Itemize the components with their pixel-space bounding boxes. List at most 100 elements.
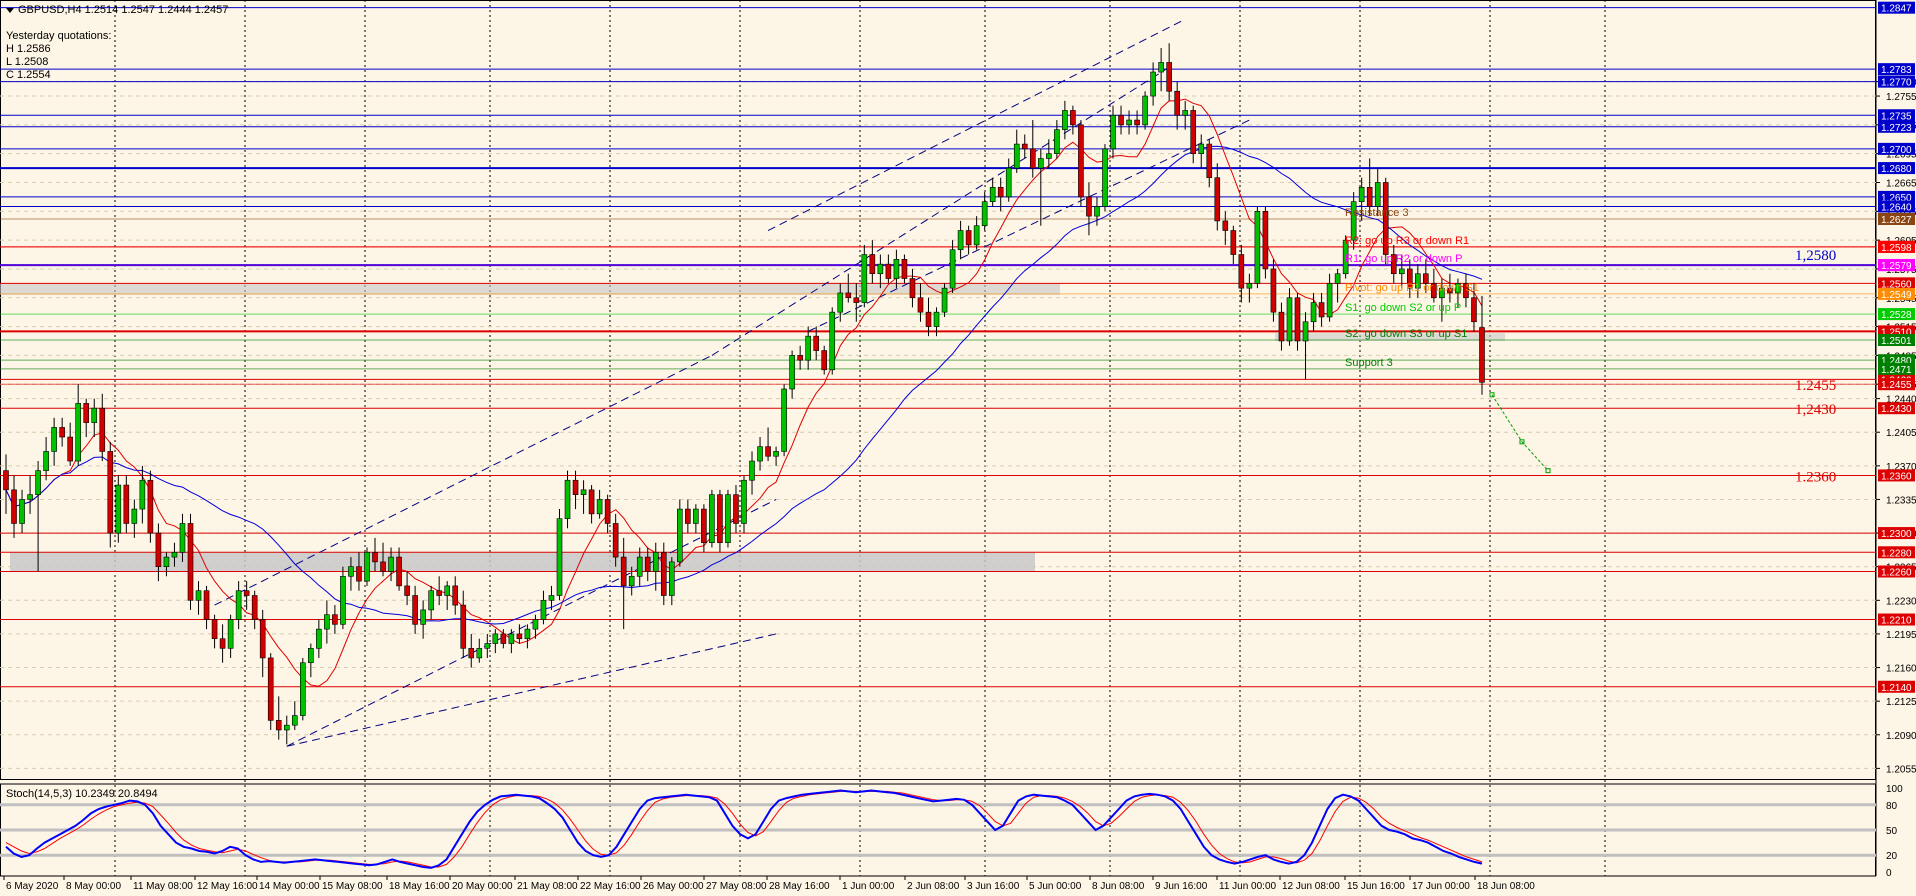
bear-candle-body — [1463, 283, 1469, 299]
candle — [1254, 206, 1261, 289]
price-axis: 1.27701.27551.27251.26951.26651.26351.26… — [1876, 1, 1916, 775]
price-tag — [1878, 527, 1915, 540]
price-tag — [1878, 1, 1915, 14]
axis-tick-label: 1.2695 — [1886, 150, 1916, 161]
axis-tick-label: 1.2090 — [1886, 731, 1916, 742]
candle — [1021, 134, 1028, 159]
pivot-label: Support 3 — [1345, 357, 1393, 369]
projection-line — [1491, 394, 1549, 471]
bull-candle-body — [1334, 273, 1341, 284]
bear-candle-body — [267, 657, 274, 721]
price-tag-label: 1.2680 — [1881, 164, 1912, 175]
candle — [564, 470, 571, 529]
candle — [123, 475, 130, 534]
candle — [91, 398, 98, 438]
bull-candle-body — [340, 575, 346, 625]
candle — [203, 585, 210, 630]
candle — [1398, 254, 1405, 289]
bull-candle-body — [580, 489, 587, 495]
candle — [219, 624, 226, 663]
bear-candle-body — [620, 556, 627, 587]
candle — [1182, 100, 1188, 130]
time-tick-label: 18 Jun 08:00 — [1477, 881, 1535, 892]
bull-candle-body — [532, 619, 539, 630]
bull-candle-body — [652, 551, 659, 572]
bull-candle-body — [973, 225, 980, 246]
bear-candle-body — [701, 508, 707, 543]
bear-candle-body — [1447, 287, 1453, 294]
candle — [957, 220, 964, 260]
time-tick-label: 22 May 16:00 — [580, 881, 641, 892]
bull-candle-body — [861, 254, 868, 303]
bull-candle-body — [75, 403, 81, 462]
price-tag — [1878, 362, 1915, 375]
candle — [308, 643, 314, 678]
candle — [412, 585, 418, 634]
bull-candle-body — [781, 388, 787, 452]
symbol-name: GBPUSD,H4 — [18, 4, 82, 16]
candle — [1431, 268, 1437, 303]
candle — [300, 657, 306, 721]
candle — [324, 600, 330, 644]
candle — [332, 605, 338, 634]
bear-candle-body — [11, 489, 17, 524]
bear-candle-body — [59, 427, 65, 438]
candle — [540, 590, 547, 625]
price-tag-label: 1.2360 — [1881, 471, 1912, 482]
candle — [163, 552, 170, 577]
candle — [444, 581, 450, 610]
candle — [949, 240, 956, 293]
price-tag-label: 1.2140 — [1881, 683, 1912, 694]
price-tag — [1878, 259, 1915, 272]
dropdown-arrow-icon[interactable] — [6, 7, 14, 13]
pivot-label: R1: go up R2 or down P — [1345, 253, 1462, 265]
stoch-level-label: 20 — [1886, 851, 1898, 862]
candle — [67, 422, 73, 466]
bull-candle-body — [540, 600, 547, 620]
candle — [1038, 148, 1044, 226]
price-tag — [1878, 308, 1915, 321]
time-tick-label: 15 Jun 16:00 — [1347, 881, 1405, 892]
pivot-label: R2: go up R3 or down R1 — [1345, 235, 1469, 247]
time-tick-label: 18 May 16:00 — [389, 881, 450, 892]
candle — [1358, 177, 1365, 221]
candle — [59, 417, 65, 447]
stoch-signal-line — [5, 790, 1483, 868]
candle — [885, 254, 892, 284]
stoch-level-label: 0 — [1886, 868, 1892, 879]
trend-line — [286, 633, 777, 747]
axis-tick-label: 1.2230 — [1886, 596, 1916, 607]
bull-candle-body — [709, 494, 715, 543]
candle — [1005, 158, 1012, 202]
bull-candle-body — [1005, 167, 1012, 198]
candle — [187, 513, 194, 610]
bull-candle-body — [428, 590, 434, 611]
bear-candle-body — [660, 551, 667, 596]
candle — [644, 547, 651, 582]
axis-tick-label: 1.2370 — [1886, 462, 1916, 473]
candle — [380, 542, 386, 577]
price-tag-label: 1.2280 — [1881, 548, 1912, 559]
candle — [1046, 139, 1052, 169]
candle — [1013, 129, 1020, 173]
candle — [1350, 192, 1357, 250]
candle — [1374, 168, 1381, 217]
axis-tick-label: 1.2125 — [1886, 697, 1916, 708]
candle — [845, 273, 852, 303]
candle — [372, 537, 378, 572]
candle — [1198, 134, 1205, 169]
bull-candle-body — [524, 628, 531, 640]
bull-candle-body — [308, 648, 314, 664]
candle — [797, 345, 803, 370]
bear-candle-body — [155, 532, 162, 567]
candle — [195, 581, 202, 615]
price-tag-label: 1.2210 — [1881, 616, 1912, 627]
bull-candle-body — [829, 311, 836, 371]
price-tag-label: 1.2847 — [1881, 4, 1912, 15]
candle — [1230, 225, 1237, 265]
time-tick-label: 26 May 00:00 — [643, 881, 704, 892]
pivot-labels: Resistance 3 R2: go up R3 or down R1 R1: g… — [1345, 207, 1836, 485]
bull-candle-body — [492, 633, 499, 644]
bear-candle-body — [853, 297, 860, 303]
